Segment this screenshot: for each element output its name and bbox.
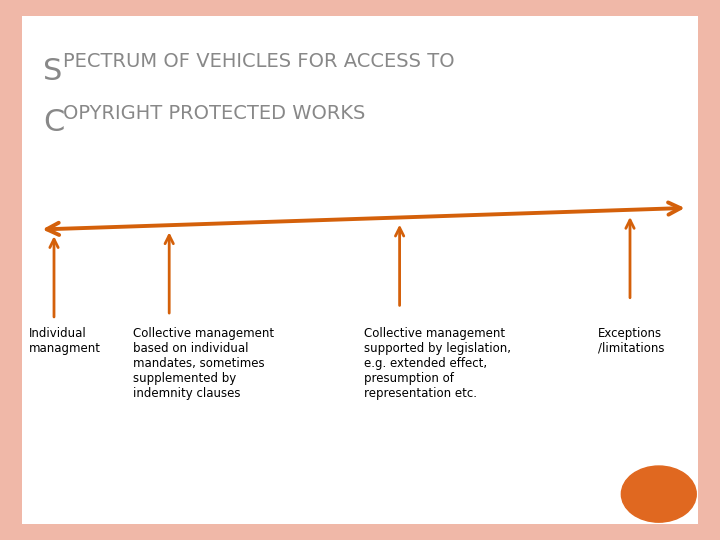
Text: Collective management
based on individual
mandates, sometimes
supplemented by
in: Collective management based on individua… bbox=[133, 327, 274, 400]
Text: S: S bbox=[43, 57, 63, 86]
Text: Collective management
supported by legislation,
e.g. extended effect,
presumptio: Collective management supported by legis… bbox=[364, 327, 510, 400]
Text: Exceptions
/limitations: Exceptions /limitations bbox=[598, 327, 664, 355]
FancyBboxPatch shape bbox=[0, 0, 22, 540]
Text: PECTRUM OF VEHICLES FOR ACCESS TO: PECTRUM OF VEHICLES FOR ACCESS TO bbox=[63, 52, 455, 71]
Text: OPYRIGHT PROTECTED WORKS: OPYRIGHT PROTECTED WORKS bbox=[63, 104, 366, 123]
Text: Individual
managment: Individual managment bbox=[29, 327, 101, 355]
Text: C: C bbox=[43, 108, 65, 137]
FancyBboxPatch shape bbox=[0, 0, 720, 16]
FancyBboxPatch shape bbox=[0, 524, 720, 540]
Circle shape bbox=[621, 466, 696, 522]
FancyBboxPatch shape bbox=[698, 0, 720, 540]
